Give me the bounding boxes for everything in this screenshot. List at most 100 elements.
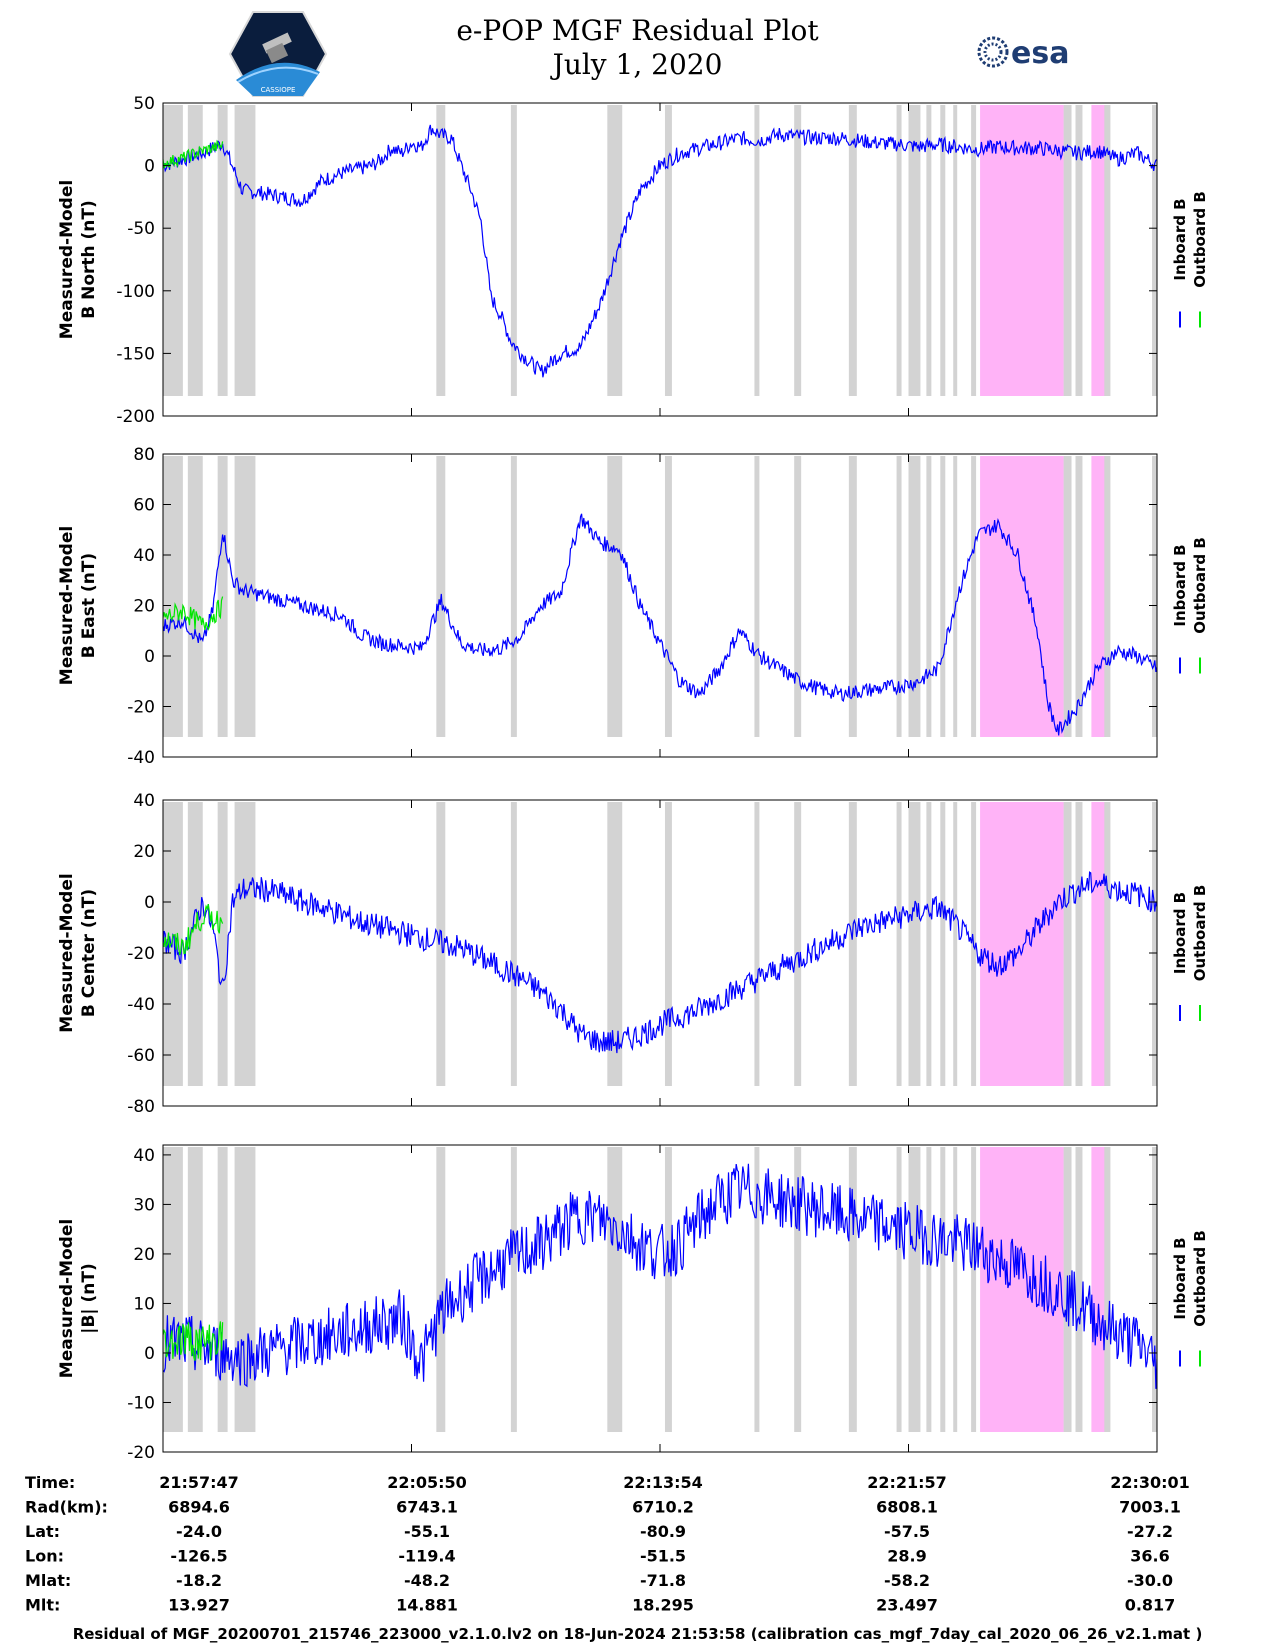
- gap-band: [794, 1147, 802, 1432]
- gap-band: [217, 105, 228, 396]
- gap-band: [1075, 1147, 1083, 1432]
- gap-band: [926, 1147, 932, 1432]
- highlight-band: [1091, 1147, 1105, 1432]
- title-line-2: July 1, 2020: [552, 48, 723, 81]
- gap-band: [607, 1147, 623, 1432]
- gap-band: [926, 802, 932, 1086]
- table-cell: 6894.6: [168, 1498, 230, 1517]
- y-tick-label: -40: [127, 748, 155, 768]
- gap-band: [1075, 105, 1083, 396]
- plot-area: [163, 456, 1157, 737]
- gap-band: [896, 105, 902, 396]
- gap-band: [607, 456, 623, 737]
- table-cell: 22:13:54: [623, 1473, 703, 1492]
- table-cell: 13.927: [168, 1596, 230, 1615]
- table-cell: 6710.2: [632, 1498, 694, 1517]
- gap-band: [754, 456, 760, 737]
- y-tick-label: -50: [127, 219, 155, 239]
- table-cell: 28.9: [887, 1547, 926, 1566]
- plot-area: [163, 1147, 1157, 1432]
- y-tick-label: 10: [133, 1294, 155, 1314]
- highlight-band: [1091, 105, 1105, 396]
- series-inboard: [163, 871, 1157, 1054]
- table-cell: -48.2: [404, 1571, 450, 1590]
- table-cell: -27.2: [1127, 1522, 1173, 1541]
- legend-outboard-label: Outboard B: [1191, 885, 1209, 982]
- gap-band: [971, 105, 977, 396]
- gap-band: [664, 456, 672, 737]
- row-label: Time:: [25, 1473, 75, 1492]
- highlight-band: [980, 105, 1064, 396]
- logo-cassiope-text: CASSIOPE: [261, 86, 296, 94]
- table-cell: -24.0: [176, 1522, 222, 1541]
- gap-band: [848, 456, 857, 737]
- table-cell: -58.2: [884, 1571, 930, 1590]
- gap-band: [848, 105, 857, 396]
- gap-band: [908, 1147, 921, 1432]
- gap-band: [1063, 802, 1072, 1086]
- gap-band: [1063, 456, 1072, 737]
- gap-band: [510, 456, 517, 737]
- gap-band: [953, 105, 958, 396]
- table-cell: -51.5: [640, 1547, 686, 1566]
- gap-band: [953, 802, 958, 1086]
- chart-panel-2: 80 60 40 20 0 -20 -40 Measured-Model B East (nT)…: [57, 445, 1209, 768]
- legend-outboard-label: Outboard B: [1191, 1230, 1209, 1327]
- gap-band: [217, 802, 228, 1086]
- plot-area: [163, 105, 1157, 396]
- table-cell: -126.5: [170, 1547, 227, 1566]
- gap-band: [940, 105, 946, 396]
- gap-band: [940, 1147, 946, 1432]
- series-outboard: [163, 596, 224, 631]
- gap-band: [187, 802, 203, 1086]
- row-label: Rad(km):: [25, 1498, 108, 1517]
- y-axis-label: Measured-Model B North (nT): [57, 180, 99, 339]
- table-cell: -30.0: [1127, 1571, 1173, 1590]
- gap-band: [163, 456, 183, 737]
- gap-band: [1104, 456, 1111, 737]
- gap-band: [217, 456, 228, 737]
- gap-band: [187, 456, 203, 737]
- chart-panel-4: 40 30 20 10 0 -10 -20 Measured-Model |B| (nT) Inb…: [57, 1144, 1209, 1463]
- gap-band: [234, 456, 256, 737]
- y-tick-label: 20: [133, 1245, 155, 1265]
- gap-band: [940, 802, 946, 1086]
- gap-band: [754, 1147, 760, 1432]
- table-cell: -55.1: [404, 1522, 450, 1541]
- gap-band: [848, 1147, 857, 1432]
- y-tick-label: 30: [133, 1195, 155, 1215]
- gap-band: [234, 802, 256, 1086]
- gap-band: [607, 802, 623, 1086]
- esa-logo: esa: [977, 36, 1069, 71]
- gap-band: [908, 456, 921, 737]
- table-cell: 23.497: [876, 1596, 938, 1615]
- y-tick-label: -10: [127, 1393, 155, 1413]
- file-caption: Residual of MGF_20200701_215746_223000_v…: [72, 1625, 1203, 1643]
- gap-band: [794, 456, 802, 737]
- y-tick-label: -200: [116, 407, 155, 427]
- gap-band: [794, 105, 802, 396]
- table-cell: 21:57:47: [159, 1473, 239, 1492]
- legend-outboard-label: Outboard B: [1191, 191, 1209, 288]
- gap-band: [664, 1147, 672, 1432]
- gap-band: [794, 802, 802, 1086]
- gap-band: [436, 1147, 446, 1432]
- gap-band: [1152, 1147, 1157, 1432]
- y-axis-label: Measured-Model B East (nT): [57, 526, 99, 685]
- y-tick-label: -40: [127, 995, 155, 1015]
- table-cell: 7003.1: [1119, 1498, 1181, 1517]
- series-inboard: [163, 124, 1157, 378]
- gap-band: [971, 1147, 977, 1432]
- y-tick-label: 80: [133, 445, 155, 465]
- gap-band: [436, 105, 446, 396]
- table-cell: -18.2: [176, 1571, 222, 1590]
- y-tick-label: 20: [133, 597, 155, 617]
- y-tick-label: 0: [144, 1344, 155, 1364]
- table-cell: -80.9: [640, 1522, 686, 1541]
- gap-band: [436, 802, 446, 1086]
- y-tick-label: 50: [133, 94, 155, 114]
- gap-band: [1152, 456, 1157, 737]
- gap-band: [896, 802, 902, 1086]
